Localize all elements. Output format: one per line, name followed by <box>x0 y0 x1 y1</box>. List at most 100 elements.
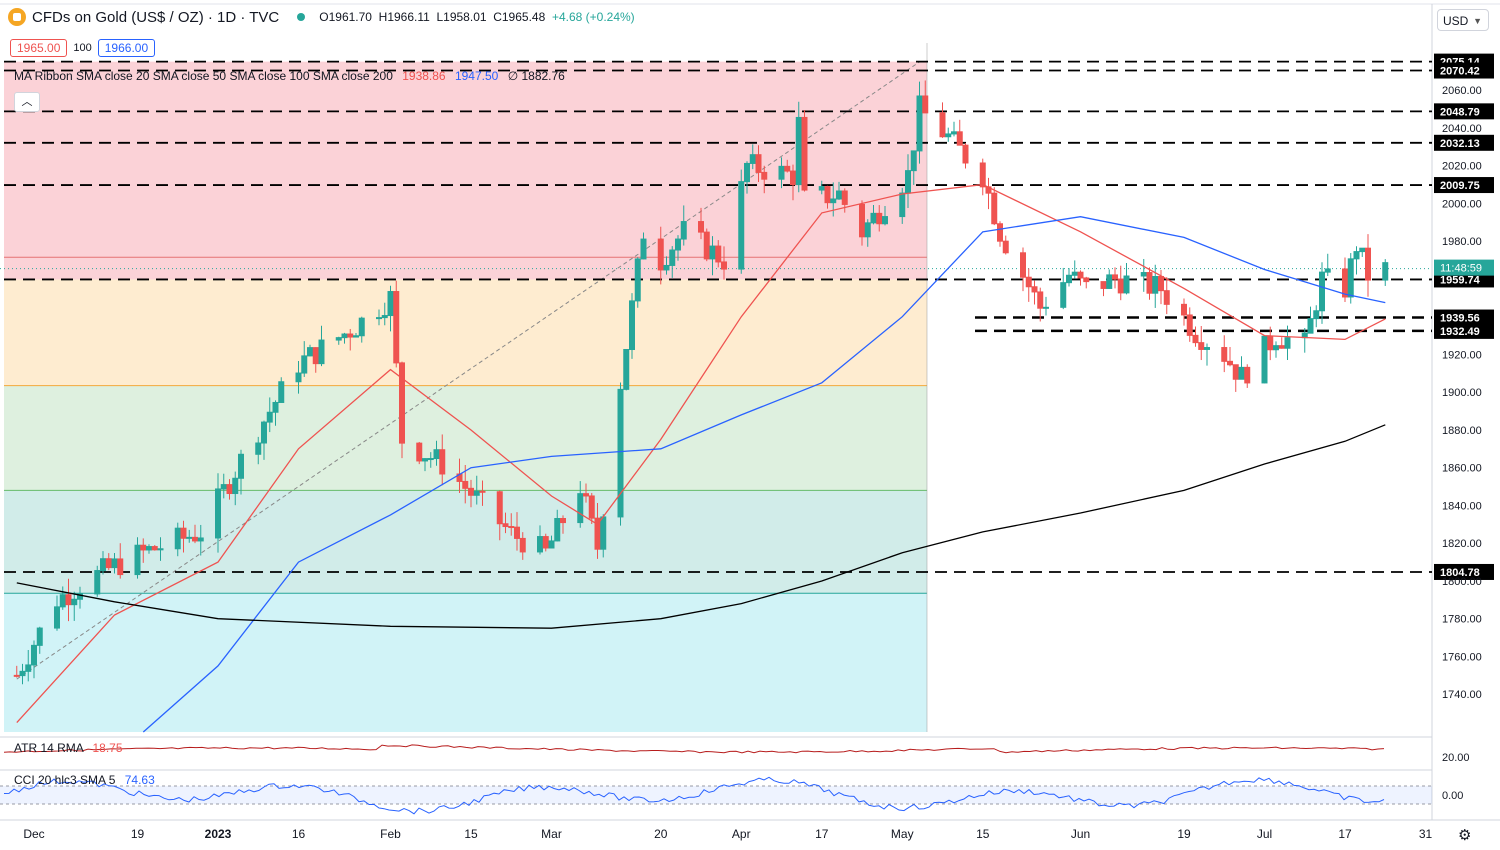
price-tick-label: 1860.00 <box>1442 463 1482 475</box>
candle-body <box>197 537 204 542</box>
gear-icon[interactable]: ⚙ <box>1458 827 1472 844</box>
candle-body <box>675 238 681 251</box>
candle-body <box>111 558 118 569</box>
candle-body <box>588 495 595 519</box>
price-tick-label: 1780.00 <box>1442 614 1482 626</box>
price-tick-label: 2000.00 <box>1442 198 1482 210</box>
candle-body <box>1077 271 1084 279</box>
currency-selector[interactable]: USD ▼ <box>1437 9 1489 31</box>
candle-body <box>1025 276 1032 288</box>
candle-body <box>13 674 20 677</box>
candle-body <box>1031 286 1038 293</box>
change-value: +4.68 (+0.24%) <box>551 10 635 24</box>
candle-body <box>836 190 842 200</box>
candle-body <box>1158 275 1164 292</box>
chevron-up-icon: ︿ <box>21 96 33 108</box>
candle-body <box>1244 366 1251 384</box>
time-tick-label: Apr <box>732 827 751 841</box>
candle-body <box>514 526 520 539</box>
candle-body <box>255 442 262 455</box>
candle-body <box>721 261 727 270</box>
high-value: H1966.11 <box>378 10 430 24</box>
candle-body <box>657 238 664 271</box>
chart-grid <box>0 3 1500 821</box>
candle-body <box>876 212 883 225</box>
candle-body <box>54 606 60 629</box>
candle-body <box>916 95 923 152</box>
spread-value: 100 <box>73 42 92 54</box>
fib-zone <box>4 279 927 386</box>
candle-body <box>427 458 434 461</box>
sell-button[interactable]: 1965.00 <box>10 39 68 57</box>
candle-body <box>1020 252 1026 278</box>
candle-body <box>1365 247 1371 281</box>
countdown-badge <box>1434 259 1494 276</box>
time-tick-label: Jun <box>1071 827 1090 841</box>
price-levels <box>4 60 1432 573</box>
candle-body <box>1359 247 1366 253</box>
symbol-title[interactable]: CFDs on Gold (US$ / OZ) · 1D · TVC <box>32 8 280 26</box>
sma50-value: 1947.50 <box>454 69 499 83</box>
candle-body <box>640 238 647 260</box>
candle-body <box>818 186 825 191</box>
candle-body <box>272 401 279 413</box>
candle-body <box>1106 274 1113 289</box>
candle-body <box>36 627 43 646</box>
candle-body <box>261 421 267 444</box>
price-tick-label: 2020.00 <box>1442 161 1482 173</box>
cci-legend[interactable]: CCI 20 hlc3 SMA 5 74.63 <box>14 773 155 787</box>
candle-body <box>1284 337 1291 349</box>
candle-body <box>1100 281 1107 289</box>
price-level-label: 1804.78 <box>1440 567 1480 579</box>
candle-body <box>59 594 66 608</box>
cci-pane: 0.00 <box>0 776 1463 815</box>
price-tick-label: 1980.00 <box>1442 236 1482 248</box>
candle-body <box>1273 345 1279 351</box>
candle-body <box>473 490 480 496</box>
atr-line <box>3 744 1385 754</box>
candle-body <box>738 181 745 270</box>
buy-button[interactable]: 1966.00 <box>97 39 156 57</box>
candle-body <box>1037 291 1044 309</box>
price-tick-label: 1920.00 <box>1442 349 1482 361</box>
time-tick-label: 20 <box>654 827 668 841</box>
candle-body <box>830 198 837 204</box>
price-tick-label: 1800.00 <box>1442 576 1482 588</box>
ma-ribbon-legend[interactable]: MA Ribbon SMA close 20 SMA close 50 SMA … <box>14 69 565 83</box>
trend-line <box>16 61 920 680</box>
candle-body <box>376 317 382 320</box>
price-tick-label: 2060.00 <box>1442 85 1482 97</box>
candle-body <box>859 203 865 238</box>
candle-body <box>1238 366 1245 380</box>
candle-body <box>1324 268 1331 273</box>
time-tick-label: Dec <box>23 827 44 841</box>
close-value: C1965.48 <box>493 10 546 24</box>
candles <box>13 80 1389 685</box>
candle-body <box>226 484 233 495</box>
candle-body <box>623 349 630 390</box>
candle-body <box>922 95 929 114</box>
price-level-label: 2032.13 <box>1440 138 1480 150</box>
collapse-legend-button[interactable]: ︿ <box>14 92 40 112</box>
candle-body <box>784 165 791 172</box>
price-tick-label: 1740.00 <box>1442 689 1482 701</box>
candle-body <box>1192 334 1199 344</box>
candle-body <box>117 558 124 576</box>
candle-body <box>1002 240 1009 254</box>
candle-body <box>997 223 1003 242</box>
time-tick-label: 16 <box>292 827 306 841</box>
sma-line <box>142 216 1386 733</box>
candle-body <box>186 536 193 539</box>
atr-label: ATR 14 RMA <box>14 741 84 755</box>
candle-body <box>951 131 957 135</box>
candle-body <box>1347 258 1354 298</box>
atr-legend[interactable]: ATR 14 RMA 18.75 <box>14 741 123 755</box>
candle-body <box>134 544 141 576</box>
candle-body <box>945 133 952 138</box>
candle-body <box>358 317 365 337</box>
candle-body <box>1060 282 1067 308</box>
candle-body <box>1163 290 1170 305</box>
currency-label: USD <box>1443 14 1469 28</box>
candle-body <box>1278 345 1285 349</box>
